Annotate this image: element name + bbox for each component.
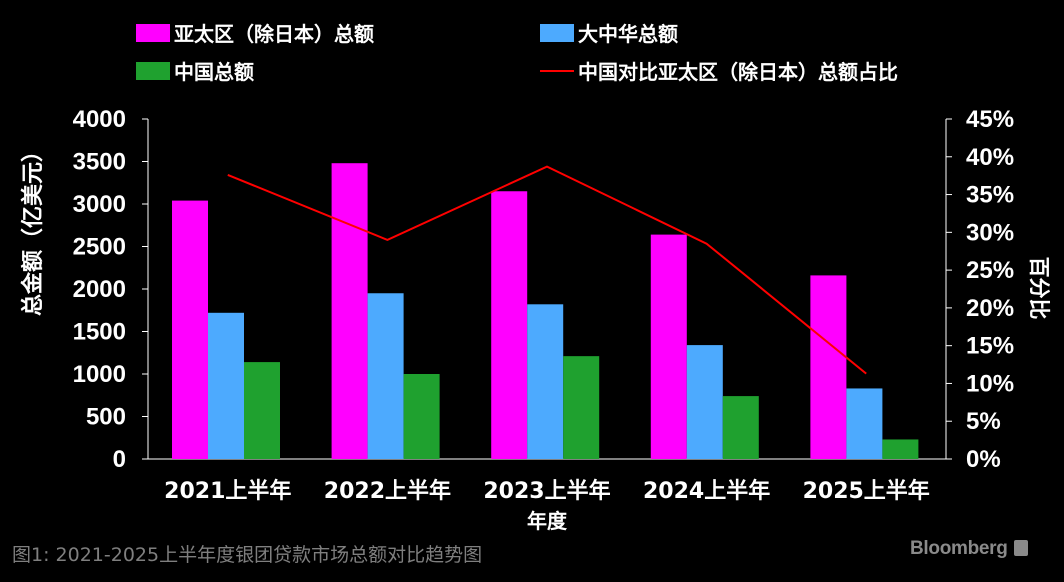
- bar-apac: [650, 234, 687, 459]
- bar-china: [403, 374, 440, 459]
- y2-tick-label: 20%: [966, 295, 1014, 322]
- y-tick-label: 0: [113, 446, 126, 473]
- bar-apac: [810, 275, 847, 459]
- y-tick-label: 1000: [73, 361, 126, 388]
- bar-china: [563, 356, 600, 459]
- y-tick-label: 3500: [73, 149, 126, 176]
- y-tick-label: 2000: [73, 276, 126, 303]
- bar-greater-china: [846, 388, 883, 459]
- brand-text: Bloomberg: [910, 538, 1008, 559]
- y2-tick-label: 15%: [966, 333, 1014, 360]
- legend-label: 亚太区（除日本）总额: [174, 22, 374, 46]
- x-tick-label: 2021上半年: [164, 478, 291, 504]
- y-tick-label: 4000: [73, 106, 126, 133]
- legend-swatch: [540, 24, 574, 42]
- y2-tick-label: 0%: [966, 446, 1001, 473]
- legend-label: 中国总额: [174, 60, 254, 84]
- bar-apac: [331, 163, 368, 459]
- bar-greater-china: [527, 304, 564, 459]
- y2-tick-label: 30%: [966, 219, 1014, 246]
- y-axis-label: 总金额（亿美元）: [20, 140, 46, 316]
- bar-china: [722, 396, 759, 459]
- bar-greater-china: [686, 345, 723, 459]
- x-tick-label: 2025上半年: [803, 478, 930, 504]
- bar-greater-china: [367, 293, 404, 459]
- y2-tick-label: 5%: [966, 408, 1001, 435]
- y2-tick-label: 40%: [966, 144, 1014, 171]
- bar-apac: [172, 200, 208, 459]
- y-tick-label: 1500: [73, 319, 126, 346]
- y2-tick-label: 25%: [966, 257, 1014, 284]
- bar-china: [244, 362, 280, 459]
- y2-tick-label: 45%: [966, 106, 1014, 133]
- y2-tick-label: 35%: [966, 182, 1014, 209]
- y-tick-label: 500: [86, 404, 126, 431]
- bar-china: [882, 439, 919, 459]
- figure-caption: 图1: 2021-2025上半年度银团贷款市场总额对比趋势图: [12, 544, 483, 566]
- y2-axis-label: 百分比: [1027, 257, 1051, 320]
- x-tick-label: 2022上半年: [324, 478, 451, 504]
- x-tick-label: 2023上半年: [483, 478, 610, 504]
- y2-tick-label: 10%: [966, 370, 1014, 397]
- y-tick-label: 3000: [73, 191, 126, 218]
- x-tick-label: 2024上半年: [643, 478, 770, 504]
- bloomberg-logo: Bloomberg: [910, 538, 1028, 560]
- bar-greater-china: [208, 312, 244, 459]
- x-axis-label: 年度: [527, 509, 568, 533]
- legend-label: 大中华总额: [578, 22, 678, 46]
- legend-label: 中国对比亚太区（除日本）总额占比: [578, 60, 898, 84]
- bloomberg-mark-icon: [1013, 540, 1028, 556]
- legend-swatch: [136, 24, 170, 42]
- legend-swatch: [136, 62, 170, 80]
- y-tick-label: 2500: [73, 234, 126, 261]
- bar-apac: [491, 191, 528, 459]
